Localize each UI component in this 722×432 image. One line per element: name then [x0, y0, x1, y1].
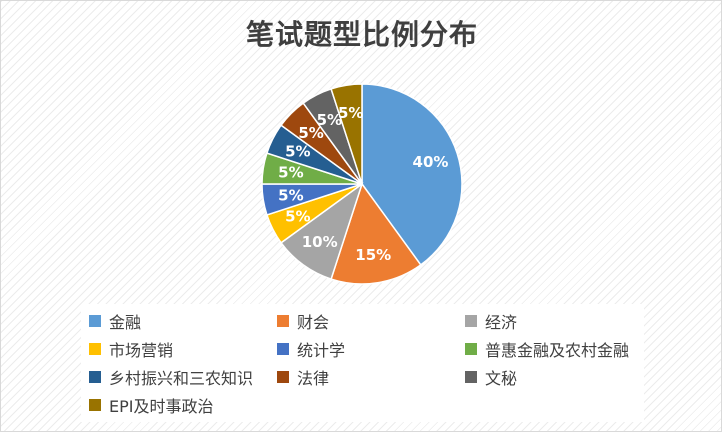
legend-label: 财会: [297, 313, 330, 332]
legend-label: 统计学: [297, 341, 346, 360]
legend-swatch: [277, 343, 289, 355]
legend-item: 统计学: [277, 338, 345, 360]
pie-slice-9: [330, 83, 363, 185]
slice-data-label-5: 5%: [278, 164, 303, 182]
slice-data-label-2: 10%: [302, 233, 338, 251]
legend-swatch: [465, 343, 477, 355]
pie-slice-1: [330, 182, 422, 285]
legend-label: 文秘: [485, 369, 518, 388]
legend-swatch: [89, 315, 101, 327]
legend-item: EPI及时事政治: [89, 394, 213, 416]
legend-label: 法律: [297, 369, 330, 388]
legend-swatch: [277, 371, 289, 383]
slice-data-label-7: 5%: [298, 124, 323, 142]
chart-title: 笔试题型比例分布: [245, 18, 478, 51]
pie-chart: 40%15%10%5%5%5%5%5%5%5%: [261, 83, 463, 285]
legend-swatch: [89, 399, 101, 411]
legend-item: 经济: [465, 310, 517, 332]
legend-swatch: [465, 315, 477, 327]
legend-label: 市场营销: [109, 341, 174, 360]
legend-swatch: [465, 371, 477, 383]
legend-item: 法律: [277, 366, 329, 388]
slice-data-label-4: 5%: [278, 186, 303, 204]
legend-item: 乡村振兴和三农知识: [89, 366, 253, 388]
slice-data-label-8: 5%: [317, 111, 342, 129]
legend-item: 普惠金融及农村金融: [465, 338, 629, 360]
pie-slice-0: [361, 83, 463, 266]
slice-data-label-1: 15%: [355, 246, 391, 264]
legend-label: 经济: [485, 313, 518, 332]
slice-data-label-6: 5%: [285, 142, 310, 160]
legend-label: EPI及时事政治: [109, 397, 214, 416]
slice-data-label-3: 5%: [285, 208, 310, 226]
legend-item: 财会: [277, 310, 329, 332]
legend: 金融 财会 经济市场营销 统计学 普惠金融及农村金融乡村振兴和三农知识 法律 文秘 EPI及时…: [81, 304, 644, 422]
legend-swatch: [89, 343, 101, 355]
legend-label: 金融: [109, 313, 142, 332]
legend-item: 市场营销: [89, 338, 173, 360]
slice-data-label-0: 40%: [413, 153, 449, 171]
slice-data-label-9: 5%: [338, 104, 363, 122]
legend-label: 普惠金融及农村金融: [485, 341, 630, 360]
legend-item: 金融: [89, 310, 141, 332]
legend-label: 乡村振兴和三农知识: [109, 369, 254, 388]
legend-item: 文秘: [465, 366, 517, 388]
legend-swatch: [89, 371, 101, 383]
legend-swatch: [277, 315, 289, 327]
